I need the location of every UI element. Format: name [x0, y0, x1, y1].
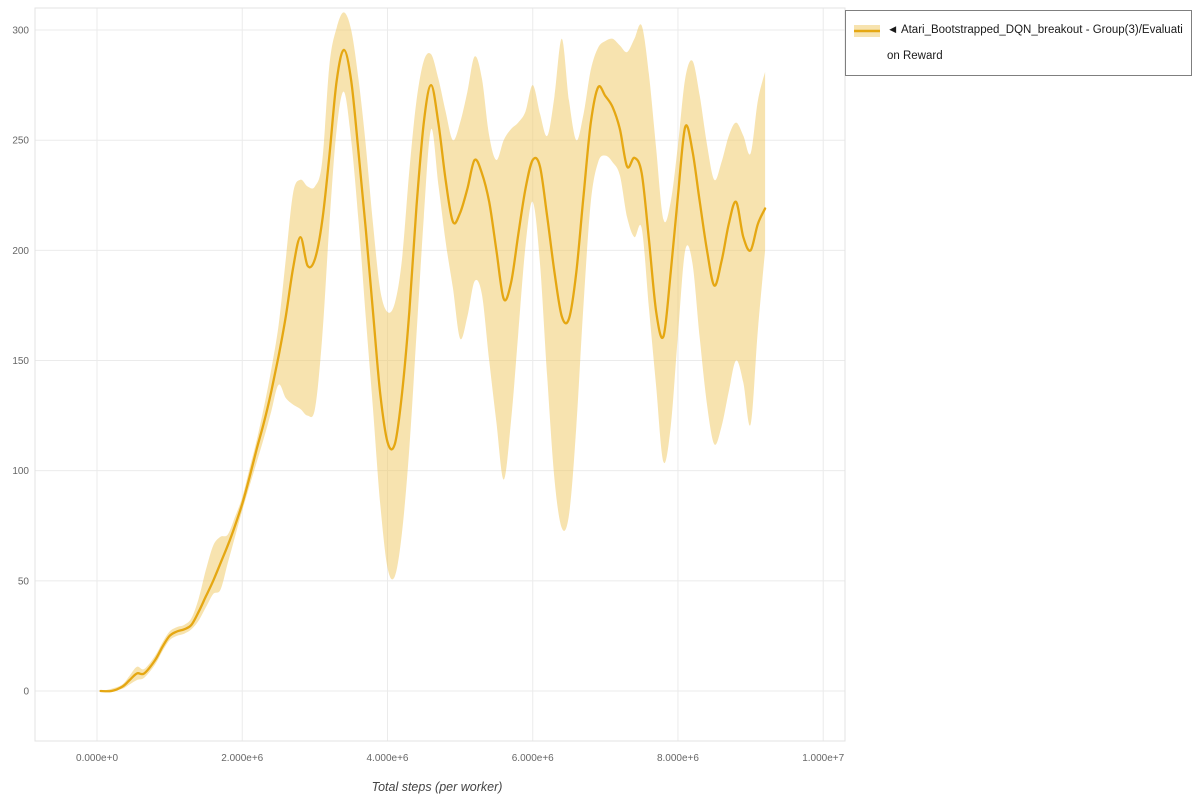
legend: ◄ Atari_Bootstrapped_DQN_breakout - Grou… — [845, 10, 1192, 76]
x-tick-label: 4.000e+6 — [366, 753, 408, 764]
y-tick-label: 250 — [12, 136, 29, 147]
y-tick-label: 0 — [23, 686, 29, 697]
legend-item[interactable]: ◄ Atari_Bootstrapped_DQN_breakout - Grou… — [854, 17, 1183, 69]
mean-line — [99, 48, 767, 693]
x-axis-label: Total steps (per worker) — [372, 780, 503, 794]
series-swatch-icon — [854, 25, 880, 37]
y-tick-label: 150 — [12, 356, 29, 367]
x-tick-label: 6.000e+6 — [512, 753, 554, 764]
x-tick-label: 8.000e+6 — [657, 753, 699, 764]
legend-label: ◄ Atari_Bootstrapped_DQN_breakout - Grou… — [887, 24, 1183, 62]
plot-border — [34, 7, 846, 742]
y-tick-label: 100 — [12, 466, 29, 477]
y-tick-label: 50 — [18, 576, 30, 587]
y-tick-label: 200 — [12, 246, 29, 257]
y-tick-label: 300 — [12, 26, 29, 37]
plot-area[interactable] — [35, 8, 845, 741]
x-tick-label: 2.000e+6 — [221, 753, 263, 764]
x-tick-label: 1.000e+7 — [802, 753, 844, 764]
x-tick-label: 0.000e+0 — [76, 753, 118, 764]
